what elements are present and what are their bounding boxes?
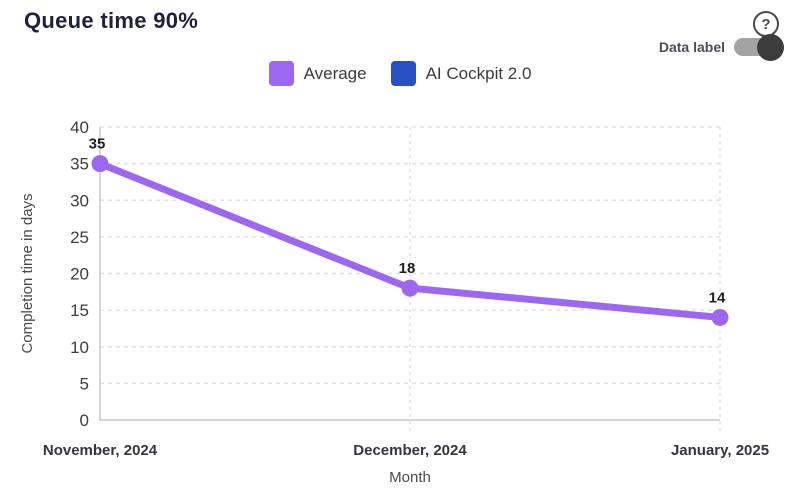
- y-tick-label: 25: [70, 228, 89, 247]
- legend-swatch-average: [268, 61, 294, 86]
- x-tick-label: November, 2024: [43, 442, 158, 459]
- chart-legend: Average AI Cockpit 2.0: [0, 61, 800, 86]
- legend-swatch-ai-cockpit: [390, 61, 416, 86]
- toggle-knob: [757, 33, 784, 61]
- y-tick-label: 15: [70, 301, 89, 320]
- data-label-toggle-row: Data label: [658, 33, 784, 61]
- x-axis-title: Month: [389, 469, 431, 486]
- y-tick-label: 30: [70, 191, 89, 210]
- data-label-toggle-label: Data label: [658, 39, 725, 55]
- data-point[interactable]: [401, 279, 419, 297]
- data-label: 18: [399, 260, 416, 277]
- y-axis-title: Completion time in days: [19, 193, 36, 353]
- help-icon-glyph: ?: [761, 15, 771, 33]
- legend-label-average: Average: [303, 63, 367, 83]
- data-point[interactable]: [711, 308, 729, 326]
- y-tick-label: 20: [70, 265, 89, 284]
- legend-label-ai-cockpit: AI Cockpit 2.0: [425, 63, 532, 83]
- page-title: Queue time 90%: [24, 8, 199, 33]
- data-label: 14: [709, 289, 726, 306]
- legend-item-average[interactable]: Average: [268, 61, 367, 86]
- x-tick-label: January, 2025: [671, 442, 769, 459]
- data-label: 35: [89, 136, 106, 153]
- help-icon[interactable]: ?: [753, 11, 779, 37]
- data-point[interactable]: [91, 155, 109, 173]
- y-tick-label: 10: [70, 338, 89, 357]
- y-tick-label: 5: [80, 374, 89, 393]
- y-tick-label: 0: [80, 411, 89, 430]
- legend-item-ai-cockpit[interactable]: AI Cockpit 2.0: [390, 61, 532, 86]
- data-label-toggle[interactable]: [734, 33, 784, 61]
- x-tick-label: December, 2024: [353, 442, 467, 459]
- y-tick-label: 35: [70, 155, 89, 174]
- y-tick-label: 40: [70, 118, 89, 137]
- axis-lines: [99, 127, 720, 421]
